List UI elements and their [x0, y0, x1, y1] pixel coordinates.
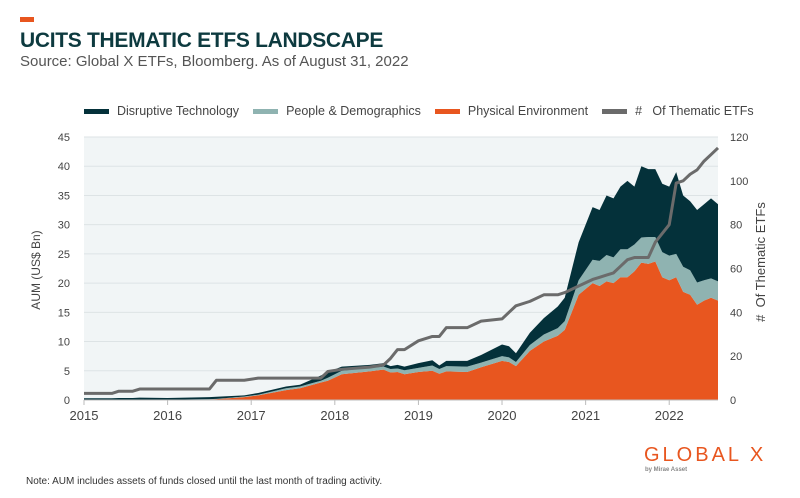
logo-subtext: by Mirae Asset — [645, 467, 688, 473]
area-disruptive-technology — [84, 166, 718, 400]
x-tick-label: 2020 — [488, 408, 517, 423]
y2-tick-label: 0 — [730, 395, 736, 407]
logo-text: GLOBAL X — [644, 444, 767, 466]
y-tick-label: 45 — [58, 132, 70, 144]
y2-tick-label: 100 — [730, 176, 748, 188]
legend-label: Physical Environment — [467, 104, 589, 118]
y2-tick-label: 40 — [730, 307, 742, 319]
y2-axis-title: # Of Thematic ETFs — [753, 202, 768, 322]
y-tick-label: 20 — [58, 278, 70, 290]
area-physical-environment — [84, 261, 718, 400]
legend-item-count: # Of Thematic ETFs — [602, 104, 754, 118]
y2-tick-label: 60 — [730, 264, 742, 276]
y-tick-label: 15 — [58, 307, 70, 319]
y-axis-title: AUM (US$ Bn) — [29, 230, 43, 309]
area-people-demographics — [84, 236, 718, 400]
legend-item-physical: Physical Environment — [434, 104, 589, 118]
line-thematic-etf-count — [84, 146, 720, 395]
global-x-logo: GLOBAL X by Mirae Asset — [644, 444, 766, 473]
areas — [84, 166, 718, 400]
legend-item-disruptive: Disruptive Technology — [84, 104, 239, 118]
legend-item-people: People & Demographics — [253, 104, 421, 118]
y2-tick-label: 80 — [730, 220, 742, 232]
legend-swatch — [84, 108, 109, 114]
legend-swatch — [253, 108, 279, 114]
x-tick-label: 2017 — [237, 408, 266, 423]
y-tick-label: 5 — [64, 366, 70, 378]
y-tick-label: 30 — [58, 220, 70, 232]
x-tick-label: 2021 — [571, 408, 600, 423]
count-line-group — [84, 146, 720, 395]
legend-swatch — [434, 108, 460, 114]
y-tick-label: 40 — [58, 161, 70, 173]
x-tick-label: 2019 — [404, 408, 433, 423]
x-tick-label: 2016 — [153, 408, 182, 423]
legend-label: # Of Thematic ETFs — [635, 104, 754, 118]
legend-swatch — [602, 108, 628, 114]
axes: 0 5 10 15 20 25 30 35 40 45 0 20 40 60 80 100 120 2015 201… — [58, 132, 749, 423]
x-tick-label: 2018 — [320, 408, 349, 423]
y-tick-label: 0 — [64, 395, 70, 407]
chart-title: UCITS THEMATIC ETFS LANDSCAPE — [20, 29, 384, 52]
y2-tick-label: 120 — [730, 132, 748, 144]
legend-label: Disruptive Technology — [117, 104, 240, 118]
y-tick-label: 25 — [58, 249, 70, 261]
legend-label: People & Demographics — [286, 104, 421, 118]
x-tick-label: 2015 — [70, 408, 99, 423]
y2-tick-label: 20 — [730, 351, 742, 363]
footnote: Note: AUM includes assets of funds close… — [26, 476, 383, 487]
y-tick-label: 35 — [58, 190, 70, 202]
x-tick-label: 2022 — [655, 408, 684, 423]
chart-subtitle: Source: Global X ETFs, Bloomberg. As of … — [20, 53, 409, 70]
y-tick-label: 10 — [58, 337, 70, 349]
legend: Disruptive Technology People & Demograph… — [84, 104, 768, 118]
accent-bar — [20, 17, 34, 22]
